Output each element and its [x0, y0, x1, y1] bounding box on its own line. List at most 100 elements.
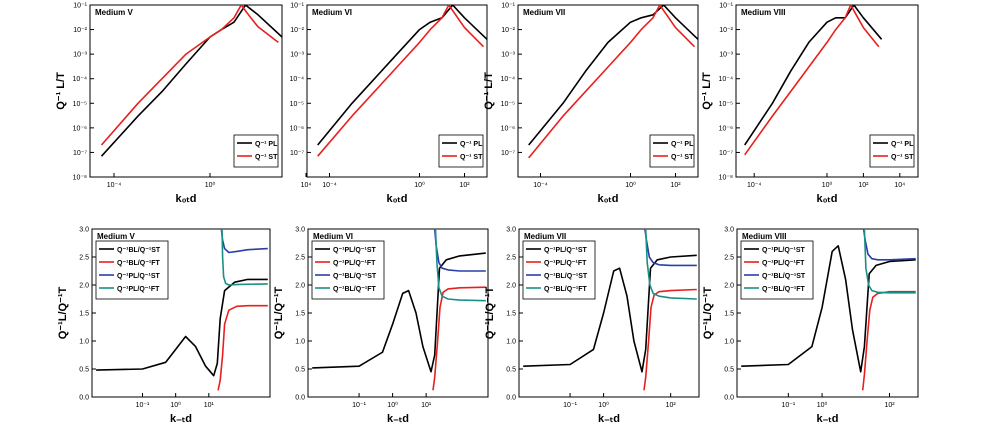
y-axis-label: Q⁻¹L/Q⁻¹T [57, 286, 69, 339]
x-axis-label: k₀ₜd [175, 193, 196, 205]
y-tick-label: 10⁻⁷ [290, 150, 304, 157]
series-group [317, 5, 487, 157]
x-tick-label: 10⁰ [414, 181, 425, 189]
plot-frame [306, 4, 488, 178]
legend-label: Q⁻¹BL/Q⁻¹ST [333, 273, 377, 280]
y-tick-label: 2.0 [506, 283, 516, 290]
series-group [312, 229, 486, 391]
legend-label: Q⁻¹PL/Q⁻¹ST [762, 247, 806, 254]
y-tick-label: 10⁻⁸ [73, 175, 87, 182]
y-axis-label: Q⁻¹L/Q⁻¹T [484, 286, 496, 339]
y-tick-label: 10⁻⁶ [290, 125, 304, 132]
y-tick-label: 3.0 [295, 227, 305, 234]
y-tick-label: 10⁻⁵ [501, 101, 515, 108]
y-tick-label: 1.5 [724, 311, 734, 318]
y-tick-label: 10⁻² [719, 27, 733, 34]
y-tick-label: 10⁻⁵ [73, 101, 87, 108]
x-tick-label: 10² [884, 402, 895, 409]
x-axis-label: k₀ₜd [597, 193, 618, 205]
legend-box [740, 240, 814, 300]
y-tick-label: 10⁻⁷ [719, 150, 733, 157]
y-tick-label: 0.5 [506, 367, 516, 374]
panel-title: Medium VIII [742, 232, 786, 241]
y-axis-label: Q⁻¹ L/T [701, 72, 713, 110]
chart-panel-6: 10⁻¹ 10⁰ 10¹ 0.0 0.5 1.0 1.5 2.0 2.5 3.0 Medium VI… [273, 227, 489, 425]
y-tick-label: 2.5 [295, 255, 305, 262]
x-tick-label: 10⁰ [598, 401, 609, 409]
y-tick-label: 10⁻⁵ [290, 101, 304, 108]
y-tick-label: 3.0 [506, 227, 516, 234]
x-tick-label: 10⁻¹ [563, 402, 577, 409]
y-tick-label: 10⁻⁶ [719, 125, 733, 132]
x-tick-label: 10⁰ [822, 181, 833, 189]
legend: Q⁻¹BL/Q⁻¹ST Q⁻¹BL/Q⁻¹FT Q⁻¹PL/Q⁻¹ST Q⁻¹PL/Q… [95, 240, 169, 300]
x-tick-label: 10⁻⁴ [533, 182, 548, 189]
y-tick-label: 1.0 [295, 339, 305, 346]
legend-label: Q⁻¹PL/Q⁻¹ST [117, 273, 161, 280]
legend-label: Q⁻¹ PL [460, 141, 483, 148]
legend-box [438, 134, 484, 168]
x-tick-label: 10⁰ [205, 181, 216, 189]
chart-panel-4: 10⁻⁴ 10⁰ 10² 10⁴ 10⁻⁸ 10⁻⁷ 10⁻⁶ 10⁻⁵ 10⁻⁴ 10⁻³ 10⁻… [701, 3, 919, 205]
plot-frame [89, 4, 283, 178]
series-line-black [528, 5, 698, 146]
y-tick-label: 10⁻⁷ [501, 150, 515, 157]
y-axis-label: Q⁻¹ L/T [483, 72, 495, 110]
chart-panel-5: 10⁻¹ 10⁰ 10¹ 0.0 0.5 1.0 1.5 2.0 2.5 3.0 Medium V k… [57, 227, 271, 425]
series-line-teal [221, 229, 268, 286]
series-line-red [744, 5, 880, 156]
panel-title: Medium VIII [741, 8, 785, 17]
legend-label: Q⁻¹ ST [671, 154, 694, 161]
x-tick-label: 10⁰ [170, 401, 181, 409]
legend-label: Q⁻¹BL/Q⁻¹FT [544, 286, 587, 293]
y-tick-label: 10⁻⁸ [719, 175, 733, 182]
y-tick-label: 10⁻¹ [719, 3, 733, 10]
y-tick-label: 3.0 [724, 227, 734, 234]
series-line-black [312, 252, 486, 373]
x-tick-label: 10⁴ [301, 182, 312, 189]
legend-label: Q⁻¹ ST [460, 154, 483, 161]
y-tick-label: 0.5 [295, 367, 305, 374]
y-tick-label: 10⁻³ [501, 52, 515, 59]
chart-panel-1: 10⁻⁴ 10⁰ 10⁴ 10⁻⁸ 10⁻⁷ 10⁻⁶ 10⁻⁵ 10⁻⁴ 10⁻³ 10⁻² 10… [55, 3, 311, 206]
y-tick-label: 10⁻⁷ [73, 150, 87, 157]
legend-label: Q⁻¹PL/Q⁻¹FT [544, 260, 587, 267]
series-line-black [744, 5, 883, 146]
y-tick-label: 1.0 [506, 339, 516, 346]
chart-panel-3: 10⁻⁴ 10⁰ 10² 10⁻⁷ 10⁻⁶ 10⁻⁵ 10⁻⁴ 10⁻³ 10⁻² 10⁻¹ Me… [483, 3, 699, 205]
legend-label: Q⁻¹ PL [255, 141, 278, 148]
y-tick-label: 10⁻⁶ [73, 125, 87, 132]
series-line-black [96, 278, 268, 377]
series-group [528, 5, 698, 159]
chart-panel-2: 10⁻⁴ 10⁰ 10² 10⁻⁷ 10⁻⁶ 10⁻⁵ 10⁻⁴ 10⁻³ 10⁻² 10⁻¹ Me… [290, 3, 488, 205]
panel-title: Medium VII [523, 8, 565, 17]
series-line-red [861, 290, 916, 391]
y-tick-label: 10⁻¹ [501, 3, 515, 10]
x-tick-label: 10¹ [204, 402, 215, 409]
series-line-black [100, 5, 282, 157]
y-tick-label: 10⁻⁴ [719, 76, 734, 83]
x-tick-label: 10⁰ [817, 401, 828, 409]
x-tick-label: 10⁻⁴ [322, 182, 337, 189]
panel-title: Medium V [95, 8, 133, 17]
legend: Q⁻¹PL/Q⁻¹ST Q⁻¹PL/Q⁻¹FT Q⁻¹BL/Q⁻¹ST Q⁻¹BL/Q… [522, 240, 596, 300]
series-line-red [528, 5, 696, 159]
series-line-teal [644, 229, 697, 300]
y-tick-label: 10⁻⁴ [501, 76, 516, 83]
series-line-red [100, 5, 279, 146]
series-line-black [523, 254, 697, 373]
legend-label: Q⁻¹PL/Q⁻¹ST [544, 247, 588, 254]
series-group [744, 5, 883, 156]
series-line-red [317, 5, 485, 157]
x-axis-label: k₋ₜd [170, 413, 192, 425]
legend-box [869, 134, 915, 168]
y-tick-label: 0.0 [506, 395, 516, 402]
legend-label: Q⁻¹PL/Q⁻¹ST [333, 247, 377, 254]
series-group [523, 229, 697, 391]
x-axis-label: k₀ₜd [386, 193, 407, 205]
y-tick-label: 10⁻³ [73, 52, 87, 59]
series-line-black [317, 5, 487, 146]
legend: Q⁻¹PL/Q⁻¹ST Q⁻¹PL/Q⁻¹FT Q⁻¹BL/Q⁻¹ST Q⁻¹BL/Q… [311, 240, 385, 300]
